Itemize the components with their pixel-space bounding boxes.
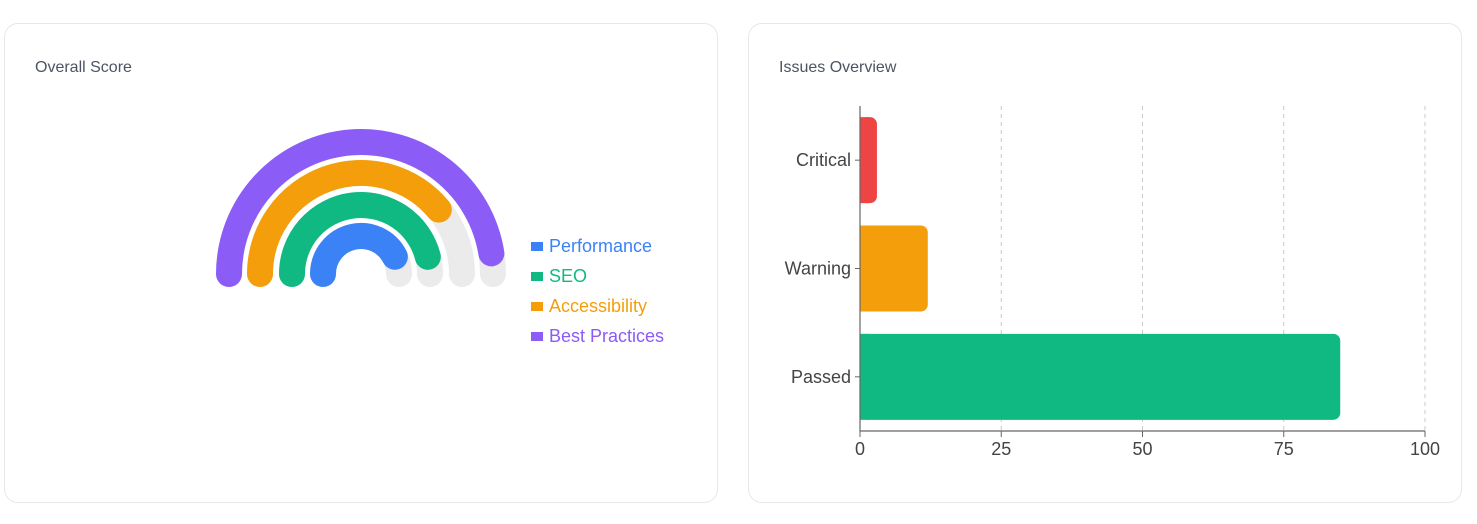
radial-bar-best-practices (216, 129, 505, 287)
y-tick-label-warning: Warning (785, 259, 851, 279)
legend-swatch (531, 301, 543, 311)
legend-label: Performance (549, 235, 653, 256)
issues-overview-card: Issues Overview Critical Warning Passed 0 25… (748, 23, 1462, 503)
bar-base-warning (860, 225, 868, 312)
bar-base-passed (860, 333, 868, 420)
legend-swatch (531, 331, 543, 341)
y-tick-label-passed: Passed (791, 367, 851, 387)
overall-score-card: Overall Score Performance SEO Accessibilit… (4, 23, 718, 503)
x-tick-label-75: 75 (1274, 439, 1294, 459)
legend-item-seo[interactable]: SEO (531, 261, 664, 291)
legend-label: Best Practices (549, 325, 665, 346)
legend-swatch (531, 241, 543, 251)
radial-bar-accessibility (247, 160, 452, 287)
bar-warning (860, 225, 928, 312)
legend-item-best-practices[interactable]: Best Practices (531, 321, 664, 351)
x-tick-label-25: 25 (991, 439, 1011, 459)
issues-overview-title: Issues Overview (779, 59, 897, 76)
issues-overview-bar-chart: Critical Warning Passed 0 25 50 75 100 (785, 106, 1440, 459)
radial-bar-performance (310, 223, 408, 287)
x-tick-label-100: 100 (1410, 439, 1440, 459)
x-tick-label-50: 50 (1132, 439, 1152, 459)
overall-score-legend: Performance SEO Accessibility Best Practice… (531, 231, 664, 351)
legend-label: SEO (549, 265, 588, 286)
legend-item-performance[interactable]: Performance (531, 231, 664, 261)
y-tick-label-critical: Critical (796, 150, 851, 170)
x-tick-label-0: 0 (855, 439, 865, 459)
radial-bar-seo (279, 192, 441, 287)
legend-item-accessibility[interactable]: Accessibility (531, 291, 664, 321)
bar-passed (860, 333, 1341, 420)
legend-label: Accessibility (549, 295, 648, 316)
legend-swatch (531, 271, 543, 281)
overall-score-title: Overall Score (35, 59, 132, 76)
bar-base-critical (860, 117, 868, 204)
overall-score-radial-chart (216, 129, 506, 287)
